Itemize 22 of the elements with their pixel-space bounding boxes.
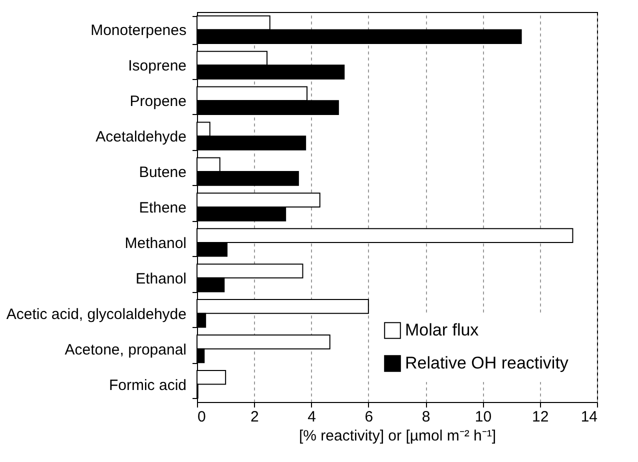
y-tick-label: Acetone, propanal (64, 341, 186, 358)
x-tick-label: 12 (532, 408, 549, 426)
y-tick-label: Isoprene (128, 58, 186, 75)
y-tick-label: Butene (138, 164, 186, 182)
x-tick-label: 4 (308, 408, 316, 426)
y-tick-label: Formic acid (108, 376, 186, 394)
y-tick-label: Ethanol (136, 270, 186, 288)
y-tick-label: Acetaldehyde (96, 128, 186, 146)
x-tick-label: 10 (474, 408, 492, 426)
x-tick-label: 6 (364, 408, 374, 426)
y-tick-label: Methanol (124, 234, 186, 252)
y-tick-label: Monoterpenes (90, 22, 186, 40)
x-tick-label: 2 (250, 408, 259, 426)
x-tick-label: 0 (198, 408, 206, 426)
x-tick-label: 14 (580, 408, 598, 426)
legend-label: Relative OH reactivity (405, 354, 569, 372)
x-tick-label: 8 (422, 408, 430, 426)
x-axis-title: [% reactivity] or [µmol m⁻² h⁻¹] (298, 428, 496, 444)
y-tick-label: Propene (130, 93, 186, 110)
legend-label: Molar flux (405, 320, 480, 340)
y-tick-label: Ethene (138, 200, 186, 216)
y-tick-label: Acetic acid, glycolaldehyde (6, 306, 186, 323)
